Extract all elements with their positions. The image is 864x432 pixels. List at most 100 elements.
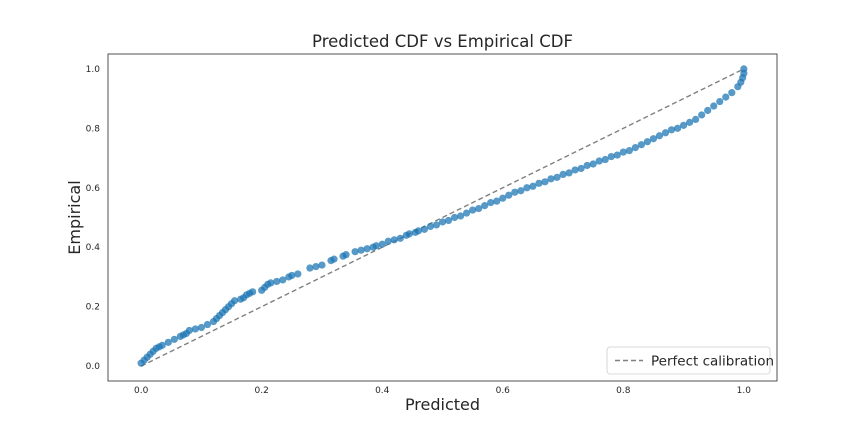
scatter-point bbox=[692, 115, 700, 123]
scatter-point bbox=[686, 118, 694, 126]
scatter-point bbox=[601, 155, 609, 164]
scatter-point bbox=[288, 271, 296, 280]
scatter-point bbox=[583, 161, 591, 170]
scatter-point bbox=[535, 179, 543, 187]
scatter-point bbox=[487, 199, 495, 207]
scatter-point bbox=[426, 222, 435, 231]
scatter-point bbox=[318, 261, 326, 269]
scatter-point bbox=[577, 164, 585, 173]
scatter-point bbox=[456, 212, 465, 220]
scatter-point bbox=[384, 237, 392, 245]
y-tick-label: 0.8 bbox=[86, 124, 101, 134]
scatter-point bbox=[203, 320, 212, 329]
scatter-point bbox=[493, 197, 501, 205]
legend-box bbox=[606, 346, 771, 375]
scatter-point bbox=[197, 323, 206, 332]
x-tick-label: 0.8 bbox=[616, 386, 631, 396]
scatter-point bbox=[230, 297, 239, 305]
y-tick-label: 0.6 bbox=[86, 184, 101, 194]
scatter-point bbox=[505, 191, 513, 199]
scatter-point bbox=[595, 157, 603, 165]
scatter-point bbox=[363, 245, 371, 253]
legend: Perfect calibration bbox=[606, 346, 774, 375]
scatter-point bbox=[631, 144, 639, 152]
scatter-point bbox=[330, 255, 338, 263]
scatter-point bbox=[523, 184, 531, 192]
scatter-point bbox=[553, 173, 561, 181]
scatter-point bbox=[357, 246, 365, 254]
x-tick-label: 0.2 bbox=[255, 386, 269, 396]
scatter-point bbox=[649, 135, 658, 143]
scatter-point bbox=[351, 248, 359, 256]
y-tick-label: 1.0 bbox=[86, 65, 101, 75]
scatter-point bbox=[517, 187, 525, 195]
scatter-point bbox=[273, 277, 281, 286]
x-tick-label: 1.0 bbox=[737, 386, 752, 396]
scatter-point bbox=[667, 126, 676, 134]
scatter-point bbox=[661, 129, 670, 137]
scatter-point bbox=[529, 182, 537, 190]
y-axis-ticks: 0.0 0.2 0.4 0.6 0.8 1.0 bbox=[86, 65, 101, 372]
scatter-point bbox=[294, 270, 302, 278]
scatter-point bbox=[698, 111, 706, 119]
scatter-point bbox=[279, 276, 287, 284]
scatter-point bbox=[625, 147, 633, 155]
scatter-point bbox=[164, 338, 172, 346]
scatter-point bbox=[728, 89, 736, 97]
scatter-point bbox=[607, 152, 615, 161]
scatter-point bbox=[740, 65, 748, 73]
plot-area bbox=[107, 53, 778, 382]
scatter-point bbox=[481, 202, 489, 210]
scatter-point bbox=[267, 279, 275, 287]
scatter-point bbox=[463, 209, 471, 217]
scatter-point bbox=[420, 225, 429, 233]
scatter-point bbox=[722, 93, 730, 101]
x-tick-label: 0.4 bbox=[375, 386, 390, 396]
scatter-point bbox=[710, 102, 718, 110]
scatter-point bbox=[249, 288, 257, 296]
scatter-point bbox=[565, 169, 573, 177]
scatter-point bbox=[541, 178, 549, 186]
x-axis-label: Predicted bbox=[405, 395, 480, 414]
scatter-point bbox=[571, 166, 579, 174]
x-tick-label: 0.6 bbox=[496, 386, 511, 396]
scatter-point bbox=[312, 262, 320, 271]
scatter-point bbox=[511, 188, 519, 196]
scatter-point bbox=[438, 218, 447, 226]
scatter-point bbox=[170, 335, 178, 343]
scatter-point bbox=[547, 175, 555, 183]
scatter-point bbox=[673, 124, 682, 132]
scatter-point bbox=[405, 230, 413, 238]
scatter-point bbox=[559, 170, 567, 178]
scatter-point bbox=[414, 227, 422, 235]
scatter-point bbox=[704, 106, 712, 115]
x-tick-label: 0.0 bbox=[134, 386, 149, 396]
perfect-calibration-line bbox=[140, 68, 745, 367]
scatter-point bbox=[475, 204, 483, 213]
y-tick-label: 0.2 bbox=[86, 303, 100, 313]
scatter-point bbox=[342, 251, 350, 259]
legend-label-perfect-calibration: Perfect calibration bbox=[651, 354, 774, 370]
scatter-point bbox=[450, 213, 459, 222]
scatter-point bbox=[396, 234, 404, 242]
scatter-point bbox=[191, 325, 199, 333]
scatter-point bbox=[185, 326, 193, 335]
scatter-point bbox=[444, 216, 453, 225]
scatter-point bbox=[679, 121, 688, 129]
scatter-point bbox=[619, 148, 627, 156]
chart-title: Predicted CDF vs Empirical CDF bbox=[312, 32, 573, 51]
y-tick-label: 0.4 bbox=[86, 243, 101, 253]
scatter-point bbox=[499, 194, 507, 202]
y-axis-label: Empirical bbox=[65, 180, 84, 254]
scatter-point bbox=[390, 236, 398, 244]
scatter-point bbox=[469, 206, 477, 214]
scatter-point bbox=[306, 264, 314, 272]
scatter-point bbox=[643, 138, 652, 146]
y-tick-label: 0.0 bbox=[86, 362, 101, 372]
scatter-point bbox=[432, 221, 441, 229]
scatter-point bbox=[655, 132, 664, 140]
scatter-point bbox=[589, 160, 597, 168]
scatter-point bbox=[613, 151, 621, 159]
scatter-point bbox=[637, 141, 645, 149]
